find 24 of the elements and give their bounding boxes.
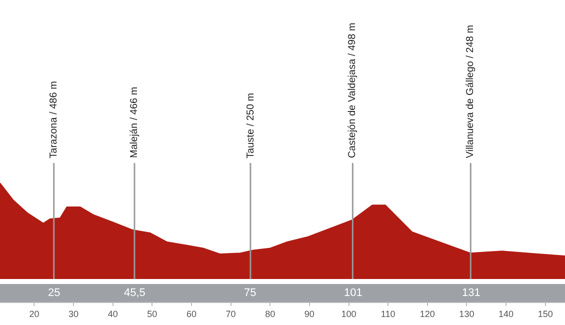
x-tick-label: 90 <box>304 308 314 319</box>
text: 45,5 <box>124 287 146 299</box>
x-tick-label: 120 <box>420 308 435 319</box>
x-tick-label: 110 <box>380 308 396 319</box>
text: 131 <box>462 287 480 299</box>
ref-line-label: Tauste / 250 m <box>245 92 256 158</box>
x-tick-label: 80 <box>265 308 276 319</box>
text: 25 <box>48 287 60 299</box>
x-tick-label: 20 <box>29 308 40 319</box>
text: 75 <box>244 287 256 299</box>
x-tick-label: 140 <box>498 308 514 319</box>
ref-line-label: Villanueva de Gállego / 248 m <box>465 24 476 158</box>
x-tick-label: 150 <box>538 308 553 319</box>
x-tick-label: 70 <box>226 308 236 319</box>
text: 101 <box>344 287 362 299</box>
x-tick-label: 50 <box>147 308 158 319</box>
ref-line-label: Castejón de Valdejasa / 498 m <box>347 22 358 158</box>
x-tick-label: 40 <box>108 308 118 319</box>
x-tick-label: 60 <box>186 308 196 319</box>
ref-line-label: Tarazona / 486 m <box>48 81 60 158</box>
x-tick-label: 100 <box>341 308 356 319</box>
ref-line-label: Maleján / 466 m <box>128 86 140 158</box>
x-tick-label: 130 <box>459 308 474 319</box>
x-tick-label: 30 <box>68 308 79 319</box>
